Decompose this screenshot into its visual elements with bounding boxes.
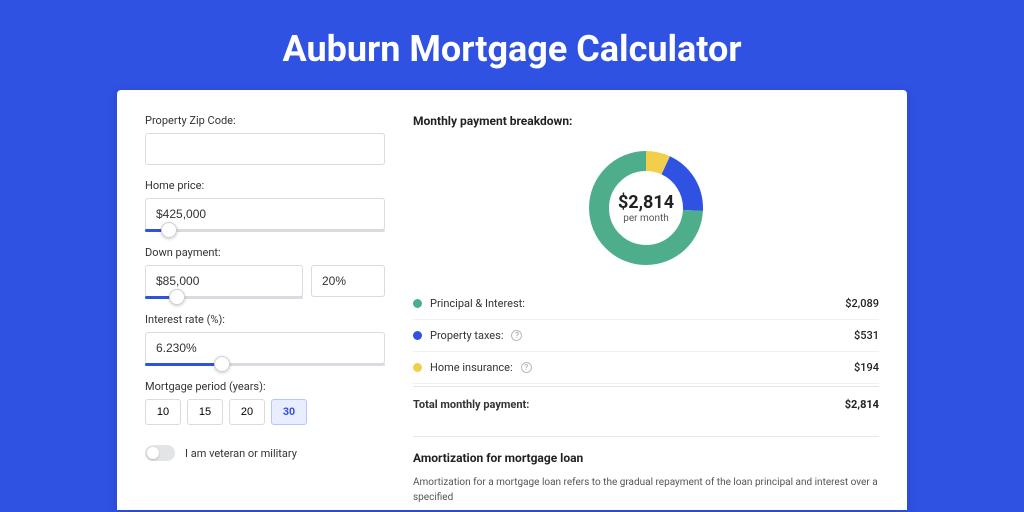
amortization-title: Amortization for mortgage loan <box>413 451 879 465</box>
field-interest: Interest rate (%): <box>145 313 385 366</box>
veteran-toggle[interactable] <box>145 445 175 461</box>
home-price-input[interactable] <box>145 198 385 230</box>
period-option-30[interactable]: 30 <box>271 399 307 425</box>
veteran-label: I am veteran or military <box>185 447 297 460</box>
down-payment-percent-wrap <box>311 265 385 299</box>
home-price-slider[interactable] <box>145 229 385 232</box>
toggle-knob <box>147 447 159 459</box>
interest-slider[interactable] <box>145 363 385 366</box>
donut-chart-wrap: $2,814 per month <box>413 138 879 288</box>
info-icon[interactable]: ? <box>511 330 522 341</box>
info-icon[interactable]: ? <box>521 362 532 373</box>
calculator-card: Property Zip Code: Home price: Down paym… <box>117 90 907 510</box>
down-payment-label: Down payment: <box>145 246 385 259</box>
down-payment-slider[interactable] <box>145 296 303 299</box>
interest-input[interactable] <box>145 332 385 364</box>
period-option-10[interactable]: 10 <box>145 399 181 425</box>
amortization-text: Amortization for a mortgage loan refers … <box>413 475 879 505</box>
period-option-20[interactable]: 20 <box>229 399 265 425</box>
mortgage-period-label: Mortgage period (years): <box>145 380 385 393</box>
field-down-payment: Down payment: <box>145 246 385 299</box>
legend-label: Property taxes: <box>430 329 503 342</box>
period-option-15[interactable]: 15 <box>187 399 223 425</box>
donut-amount: $2,814 <box>618 192 674 213</box>
legend-value: $2,089 <box>845 297 879 310</box>
zip-input[interactable] <box>145 133 385 165</box>
down-payment-percent-input[interactable] <box>311 265 385 297</box>
dot-icon <box>413 331 422 340</box>
field-zip: Property Zip Code: <box>145 114 385 165</box>
legend-label: Home insurance: <box>430 361 513 374</box>
slider-thumb[interactable] <box>169 289 185 305</box>
page-title: Auburn Mortgage Calculator <box>0 0 1024 90</box>
legend-value: $194 <box>854 361 879 374</box>
legend-label: Principal & Interest: <box>430 297 525 310</box>
total-value: $2,814 <box>845 398 879 411</box>
field-mortgage-period: Mortgage period (years): 10 15 20 30 <box>145 380 385 425</box>
form-column: Property Zip Code: Home price: Down paym… <box>145 114 385 510</box>
total-label: Total monthly payment: <box>413 398 529 411</box>
breakdown-title: Monthly payment breakdown: <box>413 114 879 128</box>
mortgage-period-group: 10 15 20 30 <box>145 399 385 425</box>
down-payment-amount-wrap <box>145 265 303 299</box>
field-home-price: Home price: <box>145 179 385 232</box>
legend-row-total: Total monthly payment: $2,814 <box>413 386 879 420</box>
legend-value: $531 <box>854 329 879 342</box>
donut-sub: per month <box>623 213 669 224</box>
dot-icon <box>413 299 422 308</box>
legend-row-taxes: Property taxes: ? $531 <box>413 320 879 352</box>
slider-thumb[interactable] <box>161 222 177 238</box>
slider-thumb[interactable] <box>214 356 230 372</box>
legend-row-insurance: Home insurance: ? $194 <box>413 352 879 384</box>
slider-fill <box>145 363 222 366</box>
donut-center: $2,814 per month <box>584 146 708 270</box>
donut-chart: $2,814 per month <box>584 146 708 270</box>
field-veteran: I am veteran or military <box>145 445 385 461</box>
zip-label: Property Zip Code: <box>145 114 385 127</box>
down-payment-amount-input[interactable] <box>145 265 303 297</box>
legend-row-principal: Principal & Interest: $2,089 <box>413 288 879 320</box>
dot-icon <box>413 363 422 372</box>
breakdown-column: Monthly payment breakdown: $2,814 per mo… <box>413 114 879 510</box>
home-price-label: Home price: <box>145 179 385 192</box>
interest-label: Interest rate (%): <box>145 313 385 326</box>
amortization-section: Amortization for mortgage loan Amortizat… <box>413 436 879 505</box>
